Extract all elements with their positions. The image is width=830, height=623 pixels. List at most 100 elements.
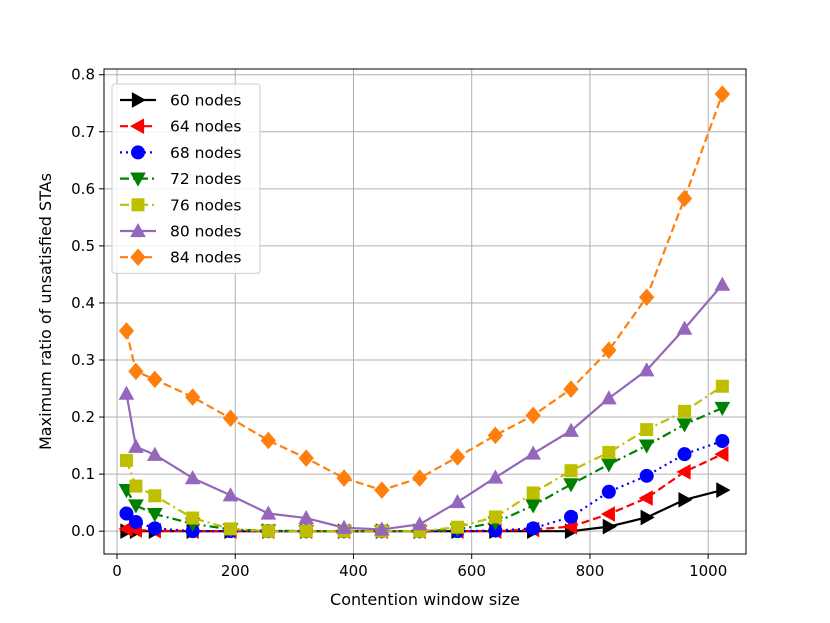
data-point bbox=[526, 521, 541, 536]
data-point bbox=[678, 404, 692, 418]
legend-marker bbox=[131, 92, 147, 108]
plot-frame bbox=[103, 68, 747, 555]
data-point bbox=[563, 478, 579, 493]
data-point bbox=[118, 322, 135, 340]
data-point bbox=[602, 445, 616, 459]
data-point bbox=[147, 370, 163, 389]
x-axis-title: Contention window size bbox=[330, 590, 520, 609]
data-point bbox=[714, 446, 729, 462]
y-axis-title: Maximum ratio of unsatisfied STAs bbox=[36, 173, 55, 450]
data-point bbox=[525, 406, 541, 425]
series-line bbox=[125, 93, 724, 492]
legend-marker bbox=[130, 172, 146, 187]
data-point bbox=[298, 510, 315, 525]
data-point bbox=[128, 438, 144, 453]
legend-box bbox=[111, 83, 261, 274]
data-point bbox=[119, 506, 134, 521]
data-point bbox=[714, 401, 731, 416]
data-point bbox=[336, 519, 352, 534]
y-tick-label: 0.7 bbox=[71, 123, 95, 141]
data-point bbox=[299, 524, 313, 538]
legend-entry: 64 nodes bbox=[120, 118, 241, 136]
legend-label: 64 nodes bbox=[170, 118, 241, 136]
data-point bbox=[129, 479, 143, 493]
legend-label: 72 nodes bbox=[170, 170, 241, 188]
data-point bbox=[260, 431, 277, 450]
legend-label: 76 nodes bbox=[170, 196, 241, 214]
data-point bbox=[677, 447, 692, 462]
legend-label: 60 nodes bbox=[170, 92, 241, 110]
data-point bbox=[298, 449, 314, 467]
series-layer bbox=[118, 85, 731, 540]
y-tick-label: 0.1 bbox=[71, 465, 95, 483]
data-point bbox=[146, 446, 163, 461]
data-point bbox=[146, 507, 163, 523]
data-point bbox=[148, 489, 162, 503]
legend-marker bbox=[130, 222, 146, 238]
data-point bbox=[260, 505, 277, 520]
y-tick-label: 0.0 bbox=[71, 522, 95, 540]
x-tick-label: 800 bbox=[576, 562, 605, 580]
data-point bbox=[676, 320, 693, 335]
data-point bbox=[640, 509, 655, 526]
series-line bbox=[125, 283, 724, 531]
data-point bbox=[412, 469, 428, 487]
data-point bbox=[184, 470, 201, 485]
legend-label: 68 nodes bbox=[170, 144, 241, 162]
data-point bbox=[715, 379, 729, 393]
data-point bbox=[118, 385, 135, 400]
data-point bbox=[676, 189, 693, 208]
data-point bbox=[638, 362, 655, 377]
data-point bbox=[488, 510, 502, 524]
legend-entry: 76 nodes bbox=[120, 196, 241, 214]
data-point bbox=[525, 445, 542, 460]
x-tick-label: 600 bbox=[457, 562, 486, 580]
data-point bbox=[186, 511, 200, 525]
data-point bbox=[638, 439, 655, 454]
x-tick-label: 200 bbox=[221, 562, 250, 580]
data-point bbox=[676, 418, 693, 433]
data-point bbox=[222, 409, 239, 427]
data-point bbox=[602, 518, 617, 535]
series-6 bbox=[118, 85, 731, 499]
data-point bbox=[563, 422, 579, 437]
legend-marker bbox=[131, 145, 145, 160]
y-tick-label: 0.4 bbox=[71, 294, 95, 312]
x-tick-label: 1000 bbox=[689, 562, 727, 580]
data-point bbox=[185, 388, 201, 406]
data-point bbox=[601, 341, 617, 360]
y-tick-label: 0.8 bbox=[71, 66, 95, 84]
data-point bbox=[714, 85, 731, 103]
data-point bbox=[715, 434, 730, 449]
tick-layer: 0 200 400 600 800 1000 0.0 0.1 0.2 0.3 0.4 0.5 0.6 0.… bbox=[71, 66, 727, 580]
data-point bbox=[224, 522, 238, 536]
data-point bbox=[563, 380, 579, 398]
legend-marker bbox=[131, 198, 145, 212]
data-point bbox=[639, 468, 654, 483]
legend-entry: 60 nodes bbox=[120, 92, 241, 110]
data-point bbox=[525, 499, 542, 514]
data-point bbox=[128, 362, 144, 381]
legend-entry: 68 nodes bbox=[120, 144, 241, 162]
data-point bbox=[128, 515, 143, 530]
x-tick-label: 0 bbox=[112, 562, 122, 580]
data-point bbox=[678, 491, 693, 508]
legend-entry: 84 nodes bbox=[120, 248, 241, 267]
data-point bbox=[374, 481, 390, 499]
data-point bbox=[222, 487, 239, 502]
y-tick-label: 0.2 bbox=[71, 408, 95, 426]
data-point bbox=[600, 506, 615, 522]
data-point bbox=[639, 288, 655, 306]
data-point bbox=[714, 276, 731, 291]
data-point bbox=[449, 448, 466, 466]
data-point bbox=[564, 464, 578, 478]
data-point bbox=[487, 469, 504, 484]
data-point bbox=[601, 484, 616, 499]
data-point bbox=[119, 453, 133, 467]
data-point bbox=[373, 521, 390, 536]
data-point bbox=[638, 490, 653, 506]
legend-marker bbox=[129, 118, 145, 135]
y-tick-label: 0.5 bbox=[71, 237, 95, 255]
data-point bbox=[640, 423, 654, 437]
data-point bbox=[601, 390, 617, 405]
